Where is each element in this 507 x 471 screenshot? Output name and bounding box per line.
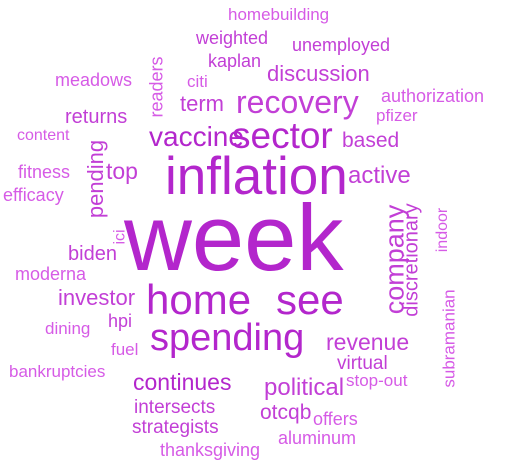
word-unemployed: unemployed (292, 35, 391, 55)
word-weighted: weighted (196, 28, 269, 48)
word-citi: citi (187, 72, 208, 91)
word-pending: pending (83, 139, 109, 219)
word-top: top (106, 158, 138, 184)
word-home: home (146, 276, 252, 323)
word-returns: returns (65, 106, 128, 128)
word-based: based (342, 129, 400, 152)
word-week: week (124, 185, 344, 290)
word-company: company (379, 204, 410, 315)
word-dining: dining (45, 319, 91, 338)
word-continues: continues (133, 369, 232, 395)
word-active: active (348, 162, 411, 189)
word-readers: readers (146, 56, 167, 118)
word-meadows: meadows (55, 70, 133, 90)
word-bankruptcies: bankruptcies (9, 362, 106, 381)
word-subramanian: subramanian (439, 289, 459, 388)
word-investor: investor (58, 285, 136, 310)
word-strategists: strategists (132, 417, 219, 438)
word-political: political (264, 374, 345, 401)
word-intersects: intersects (134, 397, 216, 418)
word-virtual: virtual (337, 353, 388, 374)
word-indoor: indoor (434, 207, 452, 253)
word-moderna: moderna (15, 264, 87, 284)
word-authorization: authorization (381, 86, 485, 106)
word-spending: spending (150, 317, 305, 359)
word-term: term (180, 91, 224, 116)
word-hpi: hpi (108, 311, 133, 331)
word-revenue: revenue (326, 329, 410, 355)
word-offers: offers (313, 409, 358, 429)
word-efficacy: efficacy (3, 185, 64, 205)
word-homebuilding: homebuilding (228, 5, 330, 24)
word-inflation: inflation (165, 147, 348, 206)
word-kaplan: kaplan (208, 51, 262, 71)
word-content: content (17, 127, 70, 144)
word-fitness: fitness (18, 162, 71, 182)
word-recovery: recovery (236, 84, 359, 120)
word-vaccine: vaccine (149, 121, 244, 152)
word-see: see (276, 276, 344, 323)
word-pfizer: pfizer (376, 106, 418, 125)
word-sector: sector (232, 115, 333, 156)
word-otcqb: otcqb (260, 401, 312, 424)
word-stop-out: stop-out (346, 371, 408, 390)
word-discussion: discussion (267, 61, 370, 86)
word-biden: biden (68, 243, 117, 265)
word-thanksgiving: thanksgiving (160, 440, 261, 460)
word-aluminum: aluminum (278, 428, 357, 448)
word-fuel: fuel (111, 340, 139, 359)
